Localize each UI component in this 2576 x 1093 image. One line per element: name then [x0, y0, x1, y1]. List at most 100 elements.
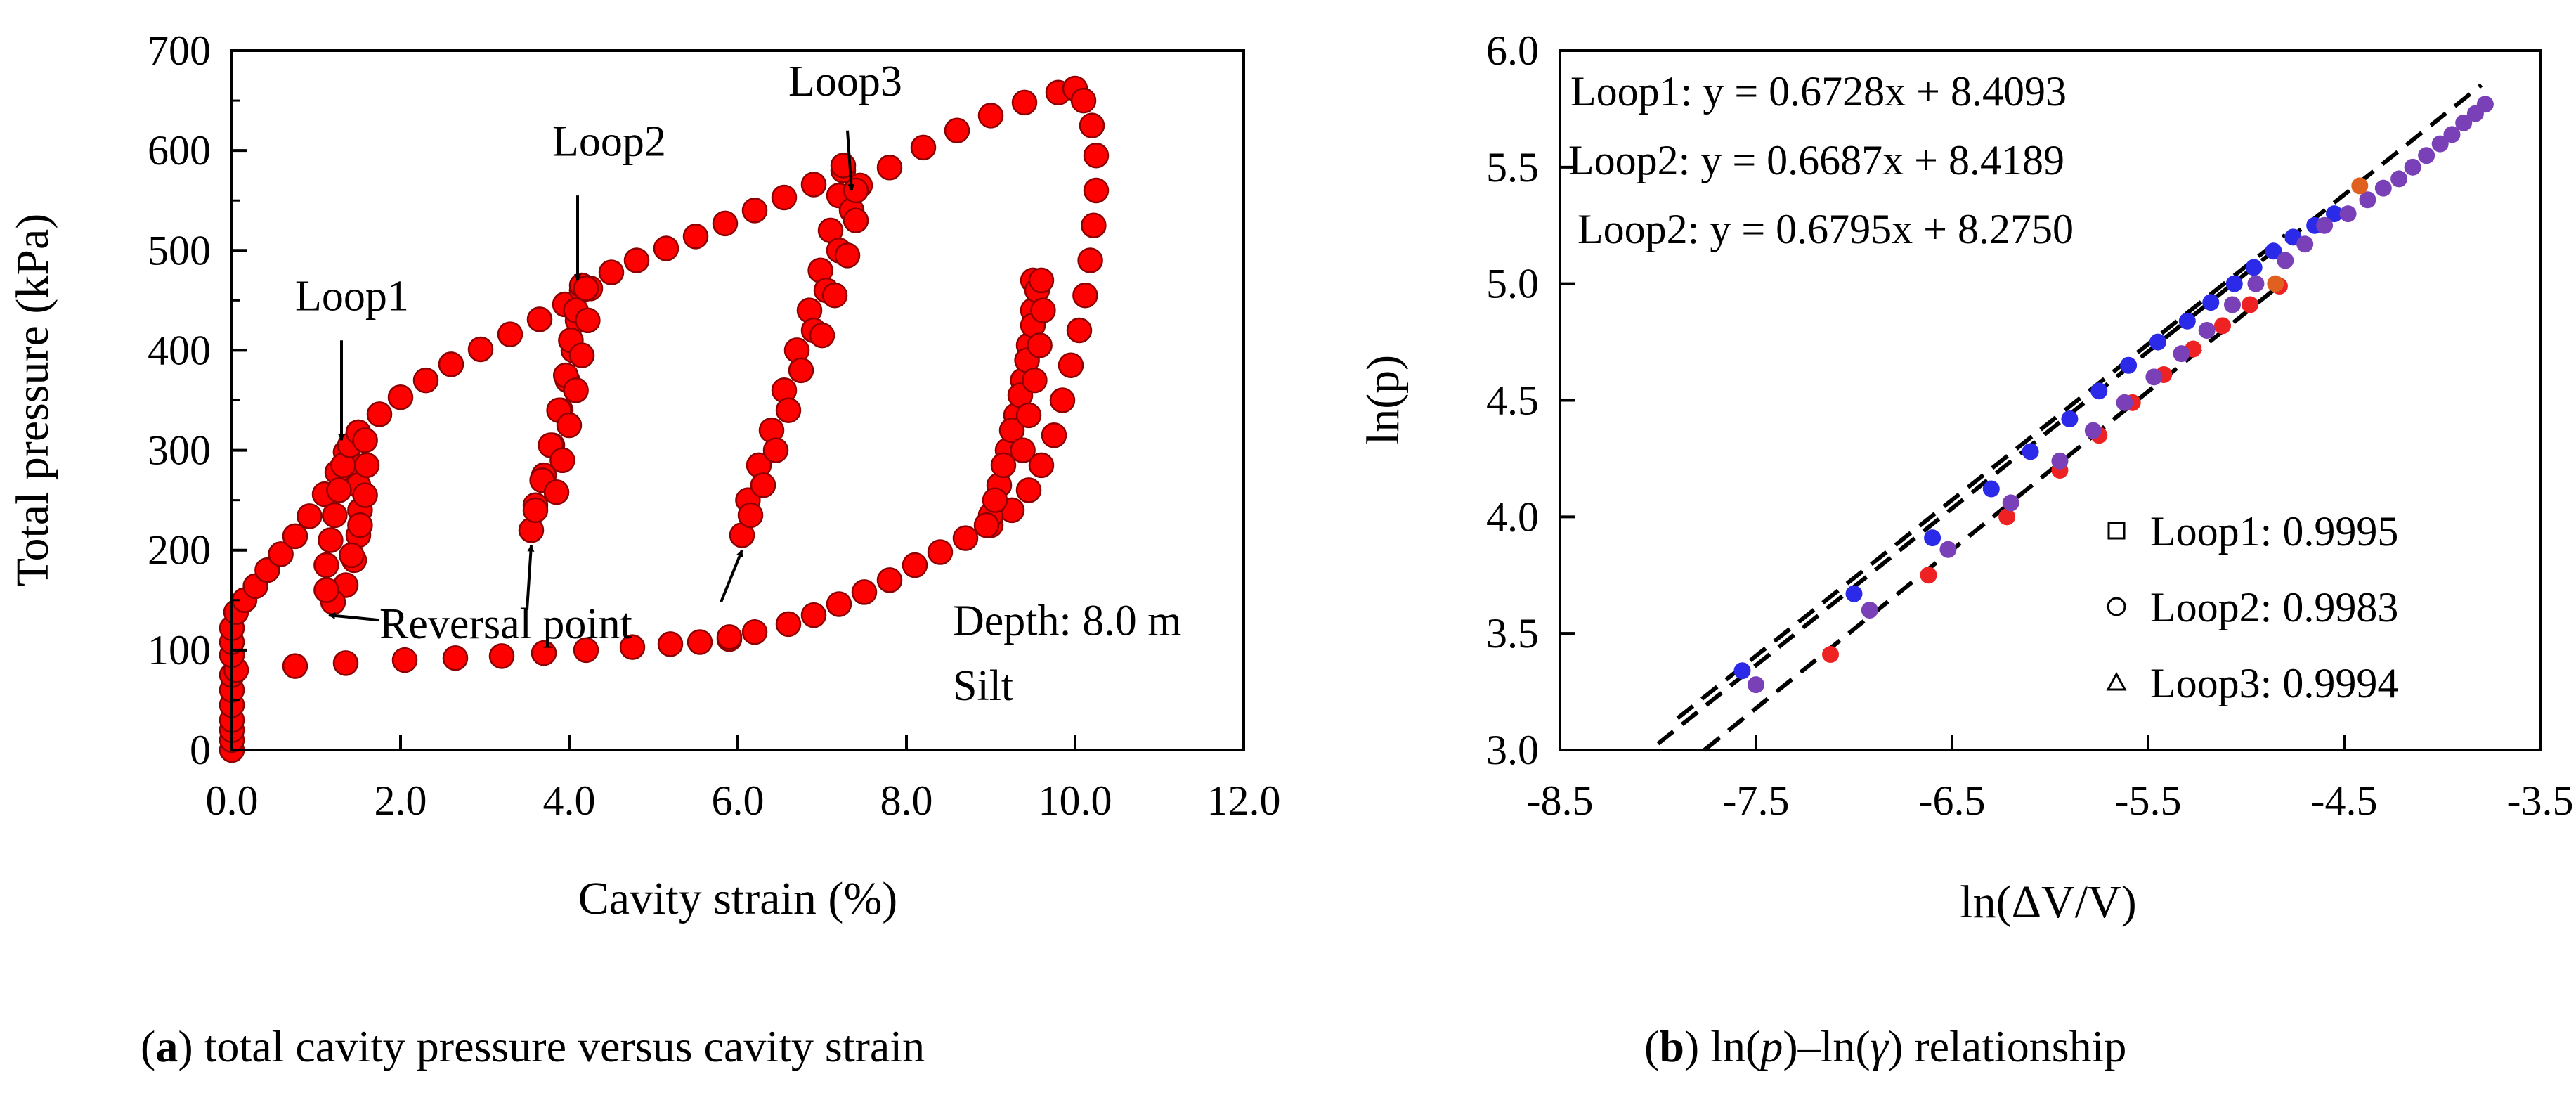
data-point-loop1-11 [322, 502, 348, 529]
y-tick-label: 4.5 [1486, 377, 1539, 424]
y-tick-label: 500 [148, 227, 211, 273]
data-point-reload3-2 [910, 134, 937, 161]
fit-line-3 [1703, 278, 2287, 752]
x-tick-label: 8.0 [880, 777, 933, 824]
data-point-loop2-18 [575, 307, 601, 334]
data-point-unload-22 [775, 611, 802, 638]
data-point-unload-23 [741, 619, 768, 645]
data-point-loading-14 [366, 401, 393, 427]
data-point-series-3-11 [2247, 275, 2265, 292]
data-point-unload-20 [826, 591, 852, 617]
data-point-loading-18 [467, 336, 494, 363]
data-point-reload3-3 [944, 117, 970, 143]
panel-a-annotations: Loop1 Loop2 Loop3 Reversal point Depth: 8.0 … [295, 58, 1181, 710]
data-point-series-1-11 [2225, 275, 2243, 292]
legend-label-2: Loop2: 0.9983 [2150, 584, 2398, 630]
data-point-unload-10 [1041, 422, 1067, 448]
data-point-reload2-4 [682, 224, 709, 250]
data-point-unload-18 [876, 567, 903, 593]
data-point-series-1-2 [1924, 529, 1941, 547]
data-point-reload2-0 [573, 276, 599, 302]
data-point-series-3-8 [2173, 345, 2190, 363]
panel-a-annotation-arrows [328, 130, 855, 622]
data-point-series-1-0 [1733, 662, 1751, 680]
data-point-loading-19 [497, 321, 523, 347]
panel-b-x-ticks: -8.5 -7.5 -6.5 -5.5 -4.5 -3.5 [1527, 735, 2573, 824]
data-point-loop1-9 [313, 552, 339, 578]
data-point-series-3-18 [2390, 170, 2408, 188]
data-point-series-2-8 [2214, 317, 2232, 335]
y-tick-label: 4.0 [1486, 493, 1539, 540]
data-point-series-3-13 [2296, 235, 2314, 253]
data-point-reload2-8 [800, 172, 827, 198]
y-tick-label: 700 [148, 27, 211, 74]
data-point-loop3-13 [762, 437, 789, 463]
data-point-series-3-9 [2198, 322, 2216, 339]
data-point-loop4-20 [1015, 402, 1042, 429]
data-point-initial-17 [687, 629, 713, 655]
data-point-reload2-3 [653, 235, 679, 261]
data-point-series-1-13 [2265, 242, 2282, 260]
panel-b-caption: (b) ln(p)–ln(γ) relationship [1644, 1021, 2126, 1071]
data-point-loading-7 [268, 541, 294, 567]
data-point-unload-21 [800, 602, 827, 628]
annotation-arrow [328, 612, 380, 622]
data-point-series-3-14 [2316, 216, 2334, 234]
data-point-series-2-9 [2242, 296, 2259, 313]
y-tick-label: 5.5 [1486, 144, 1539, 190]
data-point-reload2-6 [741, 198, 768, 224]
data-point-unload-8 [1058, 352, 1084, 378]
data-point-loop1-19 [347, 512, 373, 538]
annotation-depth-8-0-m: Depth: 8.0 m [953, 597, 1181, 645]
x-tick-label: -4.5 [2311, 777, 2378, 824]
data-point-series-1-10 [2202, 294, 2220, 311]
y-tick-label: 0 [190, 727, 211, 773]
data-point-loop3-24 [809, 322, 835, 349]
data-point-series-3-15 [2339, 205, 2357, 223]
data-point-unload-16 [927, 539, 954, 565]
data-point-unload-12 [1015, 477, 1042, 503]
data-point-reload2-7 [771, 184, 798, 211]
data-point-series-3-12 [2277, 252, 2294, 269]
data-point-series-3-23 [2455, 114, 2473, 131]
x-tick-label: 10.0 [1039, 777, 1112, 824]
data-point-loop3-12 [750, 472, 776, 498]
data-point-loop3-15 [788, 357, 814, 384]
annotation-arrow [720, 549, 743, 603]
data-point-reload3-4 [977, 103, 1004, 129]
y-tick-label: 200 [148, 527, 211, 574]
data-point-series-1-6 [2090, 382, 2108, 400]
data-point-loop2-19 [568, 342, 595, 368]
data-point-unload-5 [1077, 247, 1103, 273]
data-point-series-2-0 [1822, 646, 1840, 664]
data-point-unload-11 [1028, 452, 1055, 479]
data-point-loop2-23 [543, 479, 570, 505]
data-point-series-1-5 [2061, 410, 2079, 428]
fit-line-2 [1676, 233, 2287, 720]
data-point-loop1-8 [313, 577, 339, 603]
annotation-reversal-point: Reversal point [379, 600, 632, 648]
panel-b-x-axis-title: ln(ΔV/V) [1960, 877, 2136, 928]
data-point-series-1-12 [2245, 259, 2263, 276]
equation-1: Loop1: y = 0.6728x + 8.4093 [1570, 68, 2067, 115]
annotation-loop1: Loop1 [295, 273, 409, 321]
data-point-loop4-18 [1027, 332, 1053, 358]
data-point-initial-8 [282, 653, 308, 679]
data-point-series-3-7 [2145, 368, 2163, 386]
data-point-initial-13 [531, 640, 557, 666]
data-point-series-1-1 [1845, 585, 1863, 602]
data-point-loading-8 [282, 523, 308, 550]
data-point-series-1-8 [2149, 333, 2166, 351]
data-point-series-1-16 [2326, 205, 2343, 223]
data-point-loop4-19 [1022, 367, 1048, 394]
data-point-unload-1 [1079, 112, 1105, 138]
data-point-series-3-20 [2418, 147, 2435, 164]
y-tick-label: 3.0 [1486, 727, 1539, 773]
data-point-loop1-17 [353, 452, 380, 479]
data-point-reload3-0 [843, 177, 869, 204]
panel-b-chart: 3.0 3.5 4.0 4.5 5.0 5.5 6.0 -8.5 -7.5 -6.5 -5.5 -4… [1358, 27, 2573, 1071]
data-point-unload-0 [1070, 87, 1097, 114]
panel-b-legend: Loop1: 0.9995 Loop2: 0.9983 Loop3: 0.9994 [2106, 508, 2398, 706]
annotation-arrow [846, 130, 855, 191]
